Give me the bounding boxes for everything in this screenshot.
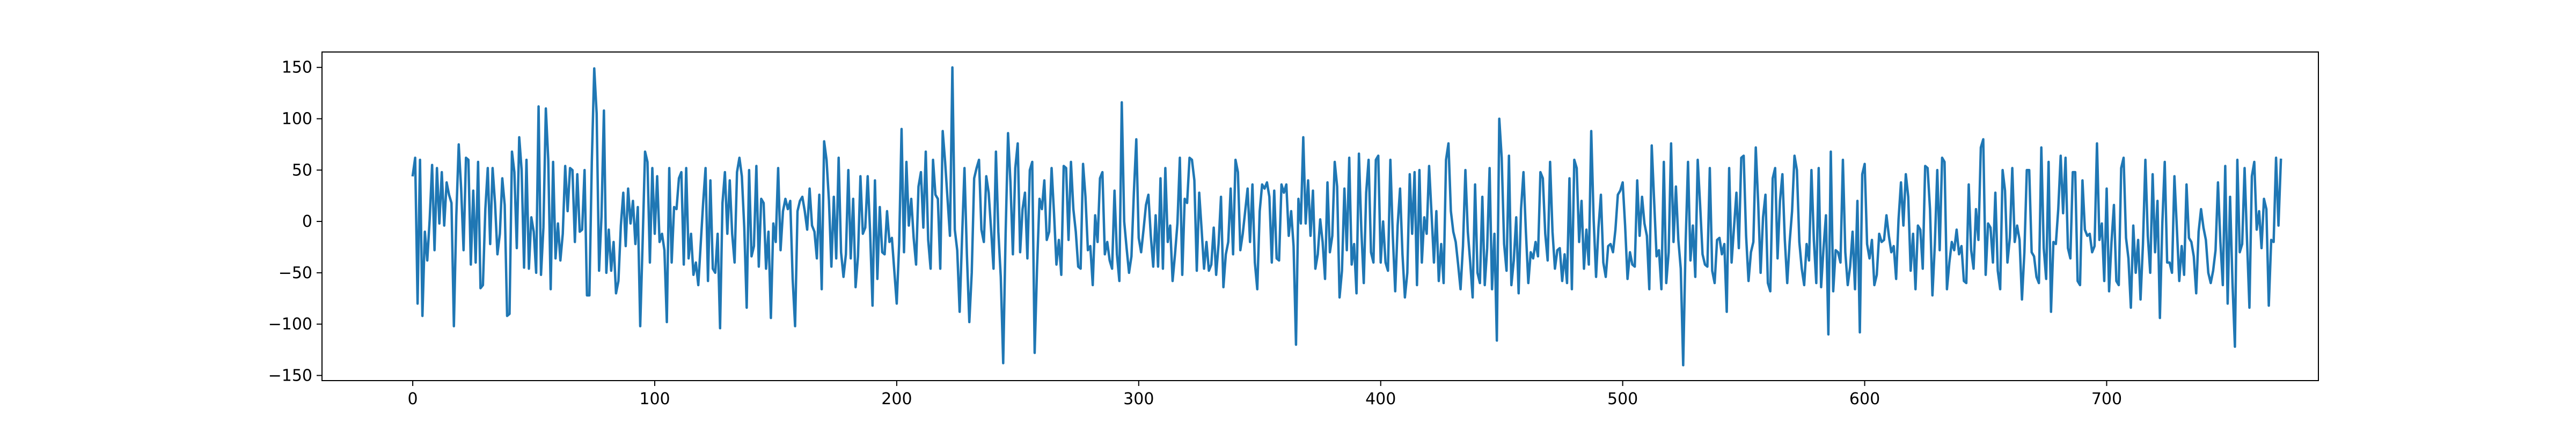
y-tick-label: −50 xyxy=(279,264,312,283)
y-axis-ticks: −150 −100 −50 0 50 100 150 xyxy=(268,58,322,385)
y-tick-label: 100 xyxy=(282,110,312,129)
series-line-0 xyxy=(411,66,2282,367)
x-tick-label: 100 xyxy=(639,390,670,408)
y-tick-label: −150 xyxy=(268,366,312,385)
x-tick-label: 400 xyxy=(1365,390,1396,408)
x-tick-label: 200 xyxy=(881,390,912,408)
x-tick-label: 700 xyxy=(2091,390,2122,408)
y-tick-label: 0 xyxy=(302,212,312,231)
x-tick-label: 500 xyxy=(1607,390,1638,408)
y-tick-label: 50 xyxy=(292,161,312,180)
x-tick-label: 0 xyxy=(408,390,418,408)
x-axis-ticks: 0 100 200 300 400 500 600 700 xyxy=(408,381,2122,408)
y-tick-label: 150 xyxy=(282,58,312,77)
series-layer xyxy=(411,66,2282,367)
x-tick-label: 600 xyxy=(1849,390,1880,408)
y-tick-label: −100 xyxy=(268,315,312,334)
plot-frame xyxy=(321,51,2319,381)
x-tick-label: 300 xyxy=(1123,390,1154,408)
